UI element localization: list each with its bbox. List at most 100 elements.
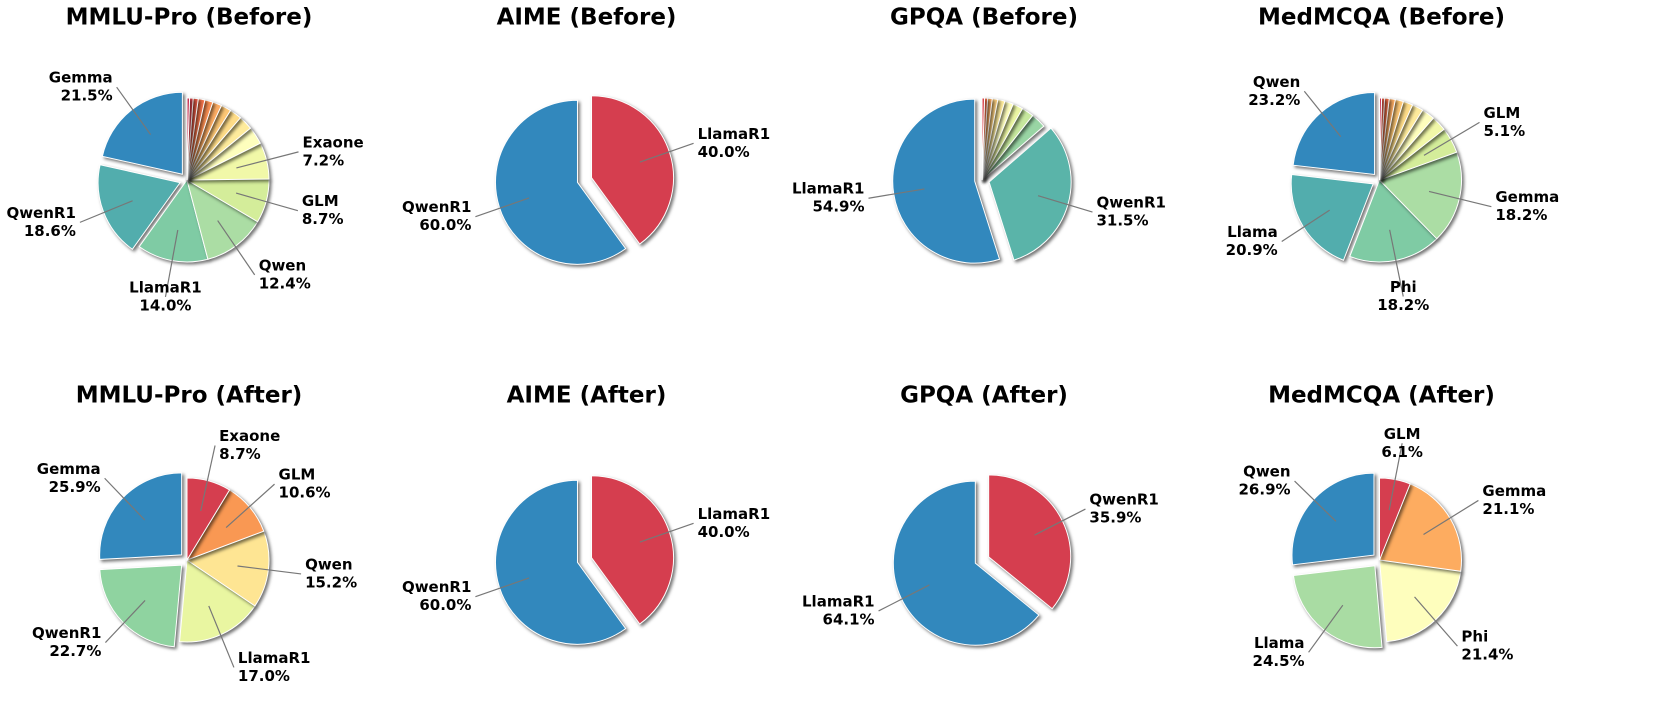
pie-slice	[494, 99, 627, 265]
slice-label: LlamaR1	[698, 505, 771, 523]
leader-line	[104, 477, 146, 521]
chart-title: MedMCQA (After)	[1268, 383, 1495, 409]
pie-slice	[591, 95, 674, 245]
slice-value-label: 14.0%	[139, 296, 191, 314]
slice-label: GLM	[302, 192, 339, 210]
slice-label: Qwen	[259, 256, 306, 274]
slice-value-label: 60.0%	[419, 596, 471, 614]
slice-value-label: 64.1%	[823, 610, 875, 628]
slice-label: Qwen	[1243, 463, 1290, 481]
pie-slice	[591, 475, 674, 625]
pie-slice	[1379, 97, 1383, 181]
leader-line	[639, 142, 694, 163]
slice-value-label: 26.9%	[1239, 481, 1291, 499]
slice-value-label: 23.2%	[1248, 91, 1300, 109]
pie-slice	[988, 474, 1072, 610]
pie-slice	[1290, 174, 1374, 261]
pie-slice	[97, 164, 181, 250]
slice-label: Gemma	[49, 69, 113, 87]
leader-line	[1388, 443, 1403, 511]
slice-label: LlamaR1	[698, 125, 771, 143]
slice-value-label: 35.9%	[1089, 509, 1141, 527]
slice-value-label: 10.6%	[279, 484, 331, 502]
leader-line	[116, 86, 152, 135]
slice-label: QwenR1	[6, 204, 75, 222]
leader-line	[104, 600, 146, 643]
chart-title: GPQA (Before)	[890, 5, 1078, 31]
leader-line	[639, 522, 694, 543]
slice-label: QwenR1	[1096, 194, 1165, 212]
slice-value-label: 25.9%	[49, 478, 101, 496]
slice-label: QwenR1	[32, 624, 101, 642]
pie-slice	[99, 564, 183, 648]
slice-value-label: 5.1%	[1484, 122, 1526, 140]
pie-slice	[981, 97, 986, 181]
pie-slice	[186, 178, 259, 260]
slice-label: GLM	[279, 466, 316, 484]
pie-slice	[179, 559, 256, 643]
leader-line	[236, 151, 299, 169]
leader-line	[475, 577, 530, 598]
slice-value-label: 18.2%	[1377, 296, 1429, 314]
leader-line	[1037, 195, 1093, 213]
pie-slice	[101, 91, 183, 175]
slice-value-label: 40.0%	[698, 523, 750, 541]
slice-value-label: 17.0%	[238, 667, 290, 685]
slice-label: Llama	[1254, 634, 1305, 652]
slice-label: Gemma	[1482, 482, 1546, 500]
slice-value-label: 21.4%	[1461, 646, 1513, 664]
pie-slice	[494, 479, 627, 645]
leader-line	[1423, 121, 1480, 156]
chart-title: MedMCQA (Before)	[1258, 5, 1505, 31]
slice-label: QwenR1	[1089, 491, 1158, 509]
leader-line	[1034, 508, 1086, 536]
chart-title: MMLU-Pro (After)	[76, 383, 303, 409]
slice-label: QwenR1	[402, 578, 471, 596]
slice-label: Gemma	[37, 460, 101, 478]
slice-value-label: 8.7%	[302, 210, 344, 228]
slice-label: Phi	[1461, 628, 1488, 646]
pie-slice	[892, 480, 1040, 646]
slice-value-label: 21.1%	[1482, 500, 1534, 518]
chart-title: AIME (Before)	[497, 5, 677, 31]
slice-label: Qwen	[305, 555, 352, 573]
pie-slice	[1292, 91, 1376, 176]
slice-label: Phi	[1390, 278, 1417, 296]
slice-label: LlamaR1	[792, 180, 865, 198]
slice-value-label: 18.2%	[1495, 206, 1547, 224]
slice-label: LlamaR1	[238, 649, 311, 667]
leader-line	[1414, 596, 1458, 647]
pie-slice	[1378, 559, 1462, 643]
slice-label: LlamaR1	[802, 592, 875, 610]
slice-value-label: 54.9%	[812, 198, 864, 216]
chart-title: AIME (After)	[507, 383, 667, 409]
slice-label: Qwen	[1253, 73, 1300, 91]
leader-line	[1294, 480, 1337, 522]
leader-line	[1428, 190, 1492, 208]
slice-value-label: 7.2%	[303, 151, 345, 169]
leader-line	[878, 584, 930, 612]
slice-label: GLM	[1384, 425, 1421, 443]
pie-slice	[1378, 483, 1462, 572]
slice-value-label: 60.0%	[419, 216, 471, 234]
leader-line	[1303, 90, 1342, 137]
slice-value-label: 8.7%	[219, 445, 261, 463]
slice-value-label: 15.2%	[305, 573, 357, 591]
slice-label: GLM	[1484, 104, 1521, 122]
slice-label: Gemma	[1495, 188, 1559, 206]
pie-slice	[1292, 565, 1383, 649]
leader-line	[237, 565, 302, 575]
slice-label: Exaone	[219, 427, 280, 445]
leader-line	[235, 192, 299, 212]
slice-value-label: 22.7%	[49, 642, 101, 660]
leader-line	[475, 197, 530, 218]
slice-label: Exaone	[303, 133, 364, 151]
pie-slice	[186, 477, 231, 562]
leader-line	[1389, 229, 1404, 297]
leader-line	[1308, 604, 1344, 653]
slice-value-label: 18.6%	[24, 222, 76, 240]
slice-value-label: 21.5%	[61, 87, 113, 105]
slice-value-label: 31.5%	[1096, 212, 1148, 230]
pie-slice	[186, 97, 191, 181]
